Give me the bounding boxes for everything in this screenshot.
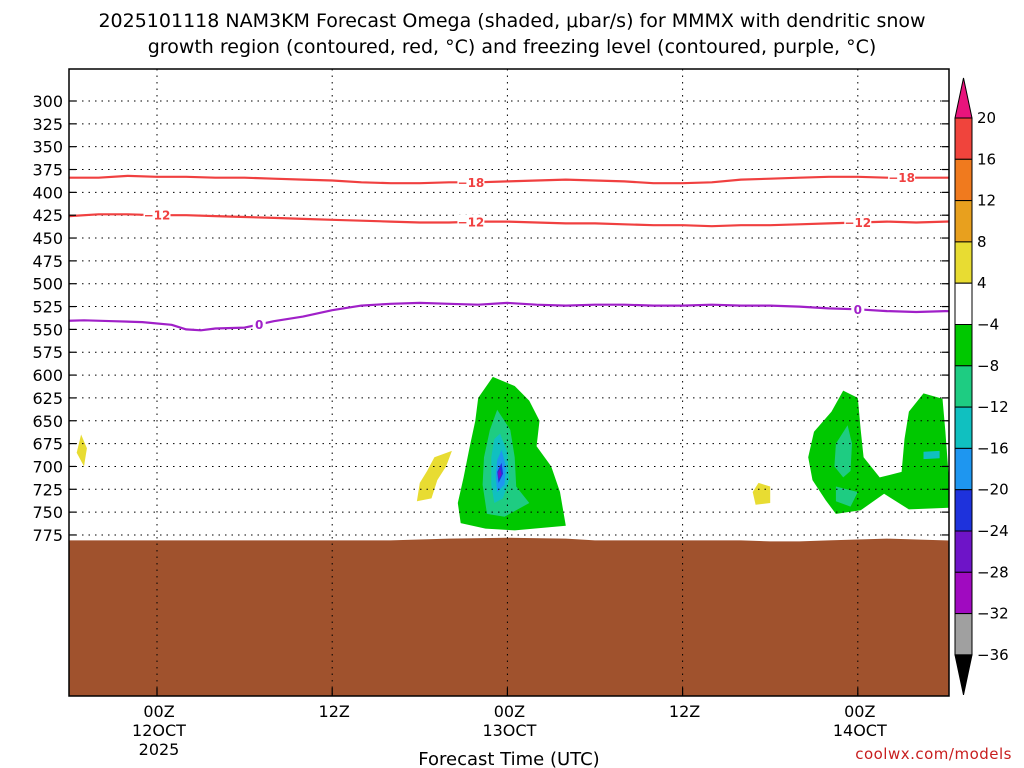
colorbar-swatch-m4_4	[954, 282, 973, 326]
dendritic-minus12-label-bg-2	[844, 215, 872, 230]
colorbar-swatch-8_12	[954, 200, 973, 243]
ytick-label-600: 600	[32, 366, 63, 385]
dendritic-minus18-label-2: −18	[888, 171, 915, 185]
xtick-date-54: 14OCT	[833, 721, 887, 740]
colorbar-swatch-16_20	[954, 117, 973, 160]
ytick-label-325: 325	[32, 115, 63, 134]
y-axis: 300 325 350 375 400 425 450 475 500 525 550 575 600 6…	[32, 92, 949, 545]
ytick-label-775: 775	[32, 526, 63, 545]
dendritic-minus12-label-0: −12	[144, 209, 171, 223]
yellow-blob-b	[416, 450, 452, 502]
colorbar-label-8: −16	[977, 439, 1009, 457]
colorbar-swatch-m16_m12	[954, 406, 973, 449]
colorbar: 20 16 12 8 4 −4 −8 −12 −16 −20 −24 −28 −32 −36	[954, 77, 1009, 696]
colorbar-swatch-m8_m4	[954, 324, 973, 367]
colorbar-swatch-m12_m8	[954, 365, 973, 408]
colorbar-label-4: 4	[977, 274, 987, 292]
dendritic-minus18-label-1: −18	[458, 176, 485, 190]
ytick-label-350: 350	[32, 138, 63, 157]
dendritic-minus18-label-bg-2	[888, 170, 916, 185]
chart-title-line2: growth region (contoured, red, °C) and f…	[148, 36, 877, 58]
teal-east-low	[835, 486, 858, 507]
freezing-level-label-bg-1	[851, 302, 865, 317]
ytick-label-675: 675	[32, 435, 63, 454]
colorbar-label-0: 20	[977, 109, 996, 127]
xtick-label-18: 12Z	[319, 702, 350, 721]
ytick-label-400: 400	[32, 183, 63, 202]
freezing-level-label-1: 0	[854, 303, 862, 317]
colorbar-label-7: −12	[977, 398, 1009, 416]
freezing-level-label-bg-0	[252, 317, 266, 332]
chart-title-line1: 2025101118 NAM3KM Forecast Omega (shaded…	[98, 10, 925, 32]
colorbar-swatch-12_16	[954, 158, 973, 202]
freezing-level-label-0: 0	[255, 318, 263, 332]
colorbar-label-6: −8	[977, 357, 999, 375]
ytick-label-625: 625	[32, 389, 63, 408]
dendritic-minus18-label-0: −18	[0, 171, 10, 185]
ytick-label-425: 425	[32, 206, 63, 225]
ytick-label-300: 300	[32, 92, 63, 111]
yellow-blob-a	[76, 434, 87, 467]
colorbar-swatch-m24_m20	[954, 489, 973, 532]
colorbar-label-11: −28	[977, 563, 1009, 581]
xtick-label-54: 00Z	[844, 702, 875, 721]
ytick-label-450: 450	[32, 229, 63, 248]
colorbar-triangle-top	[954, 77, 973, 119]
colorbar-label-5: −4	[977, 316, 999, 334]
colorbar-label-2: 12	[977, 192, 996, 210]
colorbar-swatch-m32_m28	[954, 571, 973, 615]
xtick-label-30: 00Z	[494, 702, 525, 721]
xtick-date-30: 13OCT	[482, 721, 536, 740]
colorbar-label-10: −24	[977, 522, 1009, 540]
purple-main	[497, 468, 502, 480]
xtick-year-6: 2025	[139, 740, 180, 759]
colorbar-swatch-m28_m24	[954, 530, 973, 573]
omega-shading	[76, 376, 949, 531]
teal-east	[834, 425, 852, 478]
colorbar-label-13: −36	[977, 646, 1009, 664]
colorbar-swatch-4_8	[954, 241, 973, 284]
credit-text: coolwx.com/models	[855, 745, 1012, 763]
xtick-label-42: 12Z	[669, 702, 700, 721]
plot-frame	[68, 68, 950, 697]
colorbar-swatch-m36_m32	[954, 613, 973, 656]
ytick-label-575: 575	[32, 343, 63, 362]
ytick-label-500: 500	[32, 275, 63, 294]
colorbar-swatch-m20_m16	[954, 447, 973, 491]
freezing-level-line	[69, 301, 949, 332]
x-axis-label: Forecast Time (UTC)	[418, 749, 599, 768]
xtick-date-6: 12OCT	[132, 721, 186, 740]
dendritic-minus12-label-bg-0	[143, 208, 171, 223]
ytick-label-550: 550	[32, 320, 63, 339]
xtick-label-6: 00Z	[143, 702, 174, 721]
dendritic-minus18-label-bg-0	[0, 171, 10, 185]
ytick-label-475: 475	[32, 252, 63, 271]
colorbar-label-3: 8	[977, 233, 987, 251]
ytick-label-750: 750	[32, 503, 63, 522]
dendritic-minus18-label-bg-1	[457, 175, 485, 190]
colorbar-label-9: −20	[977, 481, 1009, 499]
dendritic-minus12-label-1: −12	[458, 215, 485, 229]
ytick-label-725: 725	[32, 480, 63, 499]
gridlines	[69, 69, 949, 696]
colorbar-triangle-bottom	[954, 654, 973, 696]
ytick-label-650: 650	[32, 412, 63, 431]
colorbar-label-12: −32	[977, 605, 1009, 623]
temperature-contours: −18 −18 −18 −12 −12 −12 0 0	[0, 170, 949, 332]
colorbar-label-1: 16	[977, 150, 996, 168]
terrain-layer	[69, 537, 949, 696]
terrain	[69, 537, 949, 696]
cyan-east	[923, 450, 940, 460]
yellow-blob-c	[752, 482, 771, 505]
dendritic-minus12-label-bg-1	[457, 214, 485, 229]
ytick-label-525: 525	[32, 298, 63, 317]
dendritic-minus12-label-2: −12	[844, 216, 871, 230]
green-east	[808, 390, 949, 514]
ytick-label-375: 375	[32, 161, 63, 180]
ytick-label-700: 700	[32, 457, 63, 476]
dendritic-minus12-line	[69, 213, 949, 228]
